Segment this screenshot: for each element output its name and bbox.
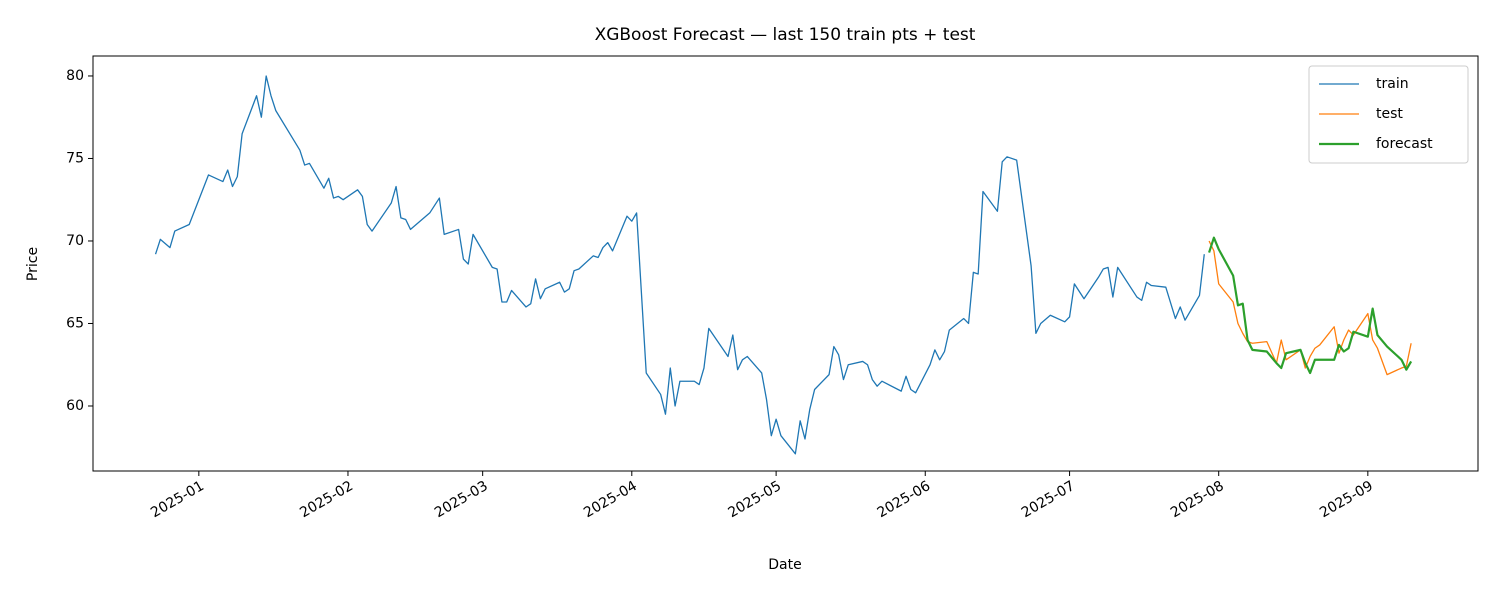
y-tick-label: 75 [66, 150, 84, 166]
series-line [1208, 240, 1412, 376]
y-tick-label: 65 [66, 315, 84, 331]
chart-title: XGBoost Forecast — last 150 train pts + … [595, 25, 976, 45]
series-line [154, 75, 1205, 455]
x-tick-label: 2025-09 [1317, 478, 1376, 521]
legend-label: test [1376, 106, 1403, 122]
x-tick-label: 2025-08 [1168, 478, 1227, 521]
y-tick-label: 80 [66, 68, 84, 84]
x-tick-label: 2025-06 [875, 478, 934, 521]
legend-box [1308, 65, 1469, 164]
series-line [1208, 236, 1413, 375]
y-tick-label: 70 [66, 233, 84, 249]
x-tick-label: 2025-03 [432, 478, 491, 521]
y-axis-label: Price [25, 247, 41, 281]
x-tick-label: 2025-05 [725, 478, 784, 521]
x-tick-label: 2025-04 [581, 478, 640, 521]
x-axis-label: Date [768, 557, 801, 573]
x-tick-label: 2025-01 [148, 478, 207, 521]
legend-label: train [1376, 76, 1409, 92]
legend: train test forecast [1308, 65, 1469, 164]
plot-frame [92, 55, 1479, 472]
x-tick-label: 2025-07 [1019, 478, 1078, 521]
y-tick-label: 60 [66, 398, 84, 414]
x-tick-label: 2025-02 [297, 478, 356, 521]
legend-label: forecast [1376, 136, 1433, 152]
